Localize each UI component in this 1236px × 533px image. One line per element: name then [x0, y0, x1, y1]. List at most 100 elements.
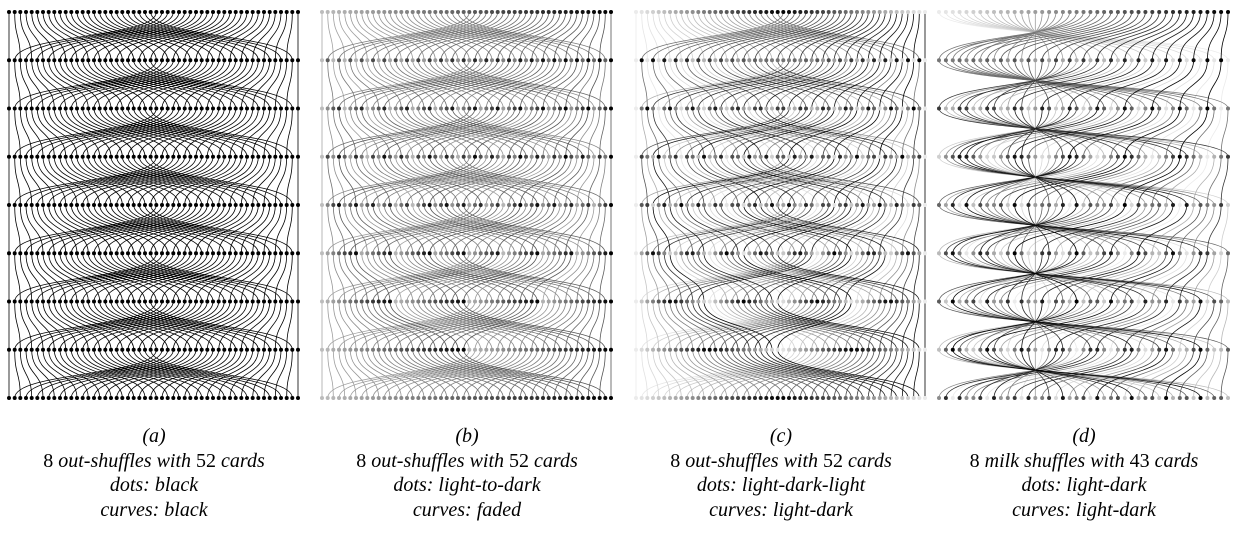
card-dot [580, 299, 585, 304]
card-dot [1033, 58, 1038, 63]
card-dot [478, 203, 483, 207]
card-dot [696, 10, 701, 14]
shuffle-curve [1055, 204, 1146, 254]
card-dot [964, 299, 969, 304]
shuffle-curve [1083, 349, 1160, 399]
card-dot [296, 106, 300, 111]
card-dot [284, 154, 289, 159]
card-dot [188, 10, 193, 14]
card-dot [798, 299, 803, 304]
card-dot [154, 347, 159, 352]
shuffle-curve [1055, 156, 1146, 206]
card-dot [359, 299, 364, 304]
card-dot [467, 347, 472, 352]
card-dot [609, 347, 613, 352]
shuffle-curve [986, 11, 1112, 61]
card-dot [860, 58, 865, 63]
card-dot [992, 251, 996, 256]
card-dot [290, 203, 295, 207]
card-dot [456, 299, 460, 304]
card-dot [597, 154, 602, 159]
card-dot [911, 396, 916, 400]
shuffle-curve [116, 11, 208, 61]
card-dot [256, 10, 261, 14]
shuffle-curve [497, 108, 555, 157]
card-dot [267, 106, 272, 111]
card-dot [507, 396, 511, 400]
card-dot [348, 251, 353, 256]
card-dot [1047, 10, 1052, 14]
shuffle-curve [1041, 156, 1139, 206]
card-dot [575, 58, 579, 63]
card-dot [1033, 347, 1038, 352]
card-dot [256, 299, 261, 304]
shuffle-curve [70, 253, 135, 302]
card-dot [894, 58, 899, 63]
dots-group [320, 10, 613, 400]
shuffle-curve [70, 301, 186, 350]
shuffle-curve [36, 60, 67, 109]
card-dot [422, 106, 426, 111]
shuffle-curve [463, 349, 606, 399]
card-dot [747, 299, 752, 304]
card-dot [713, 154, 718, 159]
card-dot [250, 347, 255, 352]
card-dot [775, 251, 780, 256]
card-dot [52, 251, 57, 256]
card-dot [815, 203, 820, 207]
shuffle-curve [218, 204, 259, 254]
card-dot [427, 299, 432, 304]
card-dot [685, 154, 689, 159]
card-dot [518, 347, 523, 352]
card-dot [35, 58, 40, 63]
shuffle-curve [973, 253, 1160, 302]
card-dot [849, 299, 854, 304]
card-dot [1102, 106, 1107, 111]
card-dot [29, 299, 34, 304]
card-dot [552, 106, 557, 111]
curves-group [938, 11, 1229, 399]
card-dot [690, 299, 695, 304]
shuffle-curve [31, 11, 55, 61]
card-dot [690, 396, 695, 400]
card-dot [609, 10, 613, 14]
card-dot [736, 10, 740, 14]
card-dot [29, 154, 34, 159]
card-dot [518, 106, 523, 111]
card-dot [354, 154, 358, 159]
card-dot [422, 251, 426, 256]
card-dot [182, 58, 187, 63]
card-dot [992, 347, 996, 352]
card-dot [422, 396, 426, 400]
card-dot [575, 251, 579, 256]
card-dot [46, 347, 51, 352]
card-dot [467, 203, 472, 207]
card-dot [724, 106, 729, 111]
shuffle-curve [663, 108, 694, 157]
card-dot [702, 106, 706, 111]
shuffle-curve [263, 60, 282, 109]
card-dot [484, 58, 489, 63]
card-dot [205, 251, 210, 256]
card-dot [114, 10, 119, 14]
card-dot [473, 396, 477, 400]
card-dot [558, 58, 562, 63]
shuffle-curve [765, 60, 898, 109]
card-dot [889, 347, 893, 352]
card-dot [199, 10, 204, 14]
shuffle-curve [709, 60, 784, 109]
card-dot [736, 203, 740, 207]
shuffle-curve [913, 253, 920, 302]
card-dot [177, 251, 181, 256]
card-dot [250, 58, 255, 63]
card-dot [546, 154, 551, 159]
card-dot [815, 10, 820, 14]
card-dot [906, 106, 910, 111]
card-dot [439, 154, 443, 159]
card-dot [228, 58, 232, 63]
card-dot [877, 396, 882, 400]
card-dot [1226, 106, 1230, 111]
shuffle-curve [70, 108, 135, 157]
card-dot [52, 299, 57, 304]
card-dot [998, 58, 1003, 63]
